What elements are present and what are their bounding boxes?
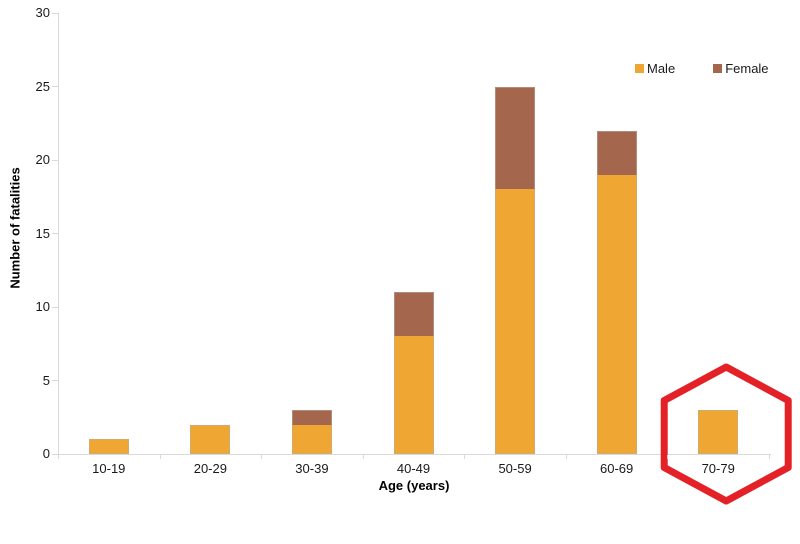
x-tick [667, 455, 669, 459]
plot-area [58, 13, 771, 455]
bar-segment-male-20-29 [190, 424, 231, 454]
y-tick [52, 306, 58, 308]
x-category-label: 10-19 [92, 461, 126, 476]
bar-segment-female-30-39 [291, 409, 332, 425]
y-tick-label: 30 [35, 5, 50, 20]
y-tick-label: 25 [35, 78, 50, 94]
y-tick-label: 15 [35, 225, 50, 241]
bar-segment-female-60-69 [596, 130, 637, 175]
x-tick [362, 455, 364, 459]
x-category-label: 50-59 [498, 461, 532, 476]
y-tick [52, 12, 58, 14]
bar-30-39 [291, 409, 332, 455]
x-tick [159, 455, 161, 459]
y-tick [52, 380, 58, 381]
bar-segment-male-60-69 [596, 174, 637, 454]
x-category-label: 30-39 [295, 461, 329, 476]
bar-70-79 [698, 409, 739, 455]
female-swatch-icon [713, 64, 723, 73]
legend-label-female: Female [725, 61, 769, 76]
x-tick [58, 455, 59, 459]
y-tick [52, 233, 58, 234]
y-tick-label: 20 [35, 152, 50, 167]
x-tick [261, 455, 263, 459]
y-tick-label: 0 [42, 446, 50, 461]
bar-50-59 [495, 86, 536, 454]
legend-item-female: Female [713, 61, 769, 76]
bar-segment-male-10-19 [88, 439, 129, 454]
x-axis-title: Age (years) [378, 478, 450, 493]
x-category-label: 70-79 [701, 461, 735, 476]
x-category-label: 20-29 [193, 461, 227, 476]
x-tick [769, 455, 770, 459]
male-swatch-icon [635, 64, 644, 73]
legend-item-male: Male [635, 61, 675, 76]
y-tick [52, 86, 58, 87]
y-tick-label: 10 [35, 299, 50, 314]
x-category-label: 40-49 [396, 461, 431, 476]
bar-40-49 [393, 292, 434, 454]
legend-label-male: Male [647, 61, 676, 76]
bar-segment-male-40-49 [393, 336, 434, 454]
bar-10-19 [88, 439, 129, 454]
legend: Male Female [635, 61, 769, 76]
x-tick [565, 455, 567, 459]
bar-segment-female-50-59 [495, 86, 536, 190]
x-tick [464, 455, 466, 459]
y-tick-label: 5 [42, 372, 50, 388]
bar-60-69 [596, 130, 637, 455]
x-category-label: 60-69 [600, 461, 634, 476]
y-tick [52, 159, 58, 161]
bar-segment-male-50-59 [495, 189, 536, 454]
bar-segment-female-40-49 [393, 292, 434, 337]
y-tick [52, 453, 58, 455]
bar-segment-male-30-39 [291, 424, 332, 454]
bar-20-29 [190, 424, 231, 455]
bar-segment-male-70-79 [698, 409, 739, 454]
